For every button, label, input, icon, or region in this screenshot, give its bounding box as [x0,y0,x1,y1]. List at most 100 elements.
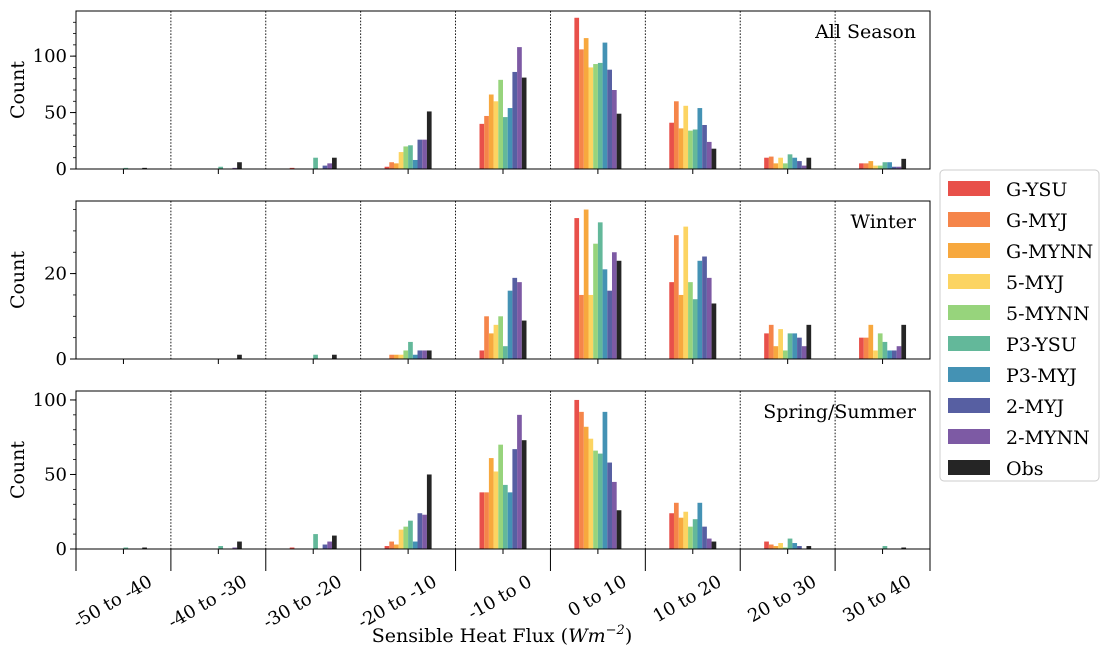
panel-2: 0 20 Count Winter [7,200,931,370]
y-axis-label: Count [7,441,29,499]
bar-P3-MYJ-10 to 20 [697,502,703,549]
x-axis-label-close: ) [625,625,632,647]
y-tick-label: 20 [44,264,67,285]
bar-Obs-20 to 30 [806,157,812,169]
legend-label-P3-MYJ: P3-MYJ [1006,365,1077,387]
bar-Obs-30 to 40 [901,158,907,169]
x-tick-label: 30 to 40 [839,571,915,627]
bar-P3-YSU-0 to 10 [597,453,603,549]
bar-5-MYNN--10 to 0 [498,444,503,549]
x-tick-label: 10 to 20 [650,571,726,627]
bar-G-YSU--30 to -20 [289,547,295,549]
bar-Obs--30 to -20 [332,354,337,359]
bar-Obs--40 to -30 [237,162,242,169]
bar-2-MYNN-20 to 30 [801,165,807,169]
y-tick-label: 50 [44,103,67,124]
bar-P3-MYJ--20 to -10 [412,541,418,549]
bar-P3-YSU--30 to -20 [313,157,318,169]
bar-G-MYJ-10 to 20 [673,235,679,359]
bar-G-MYNN-0 to 10 [583,38,589,170]
bar-P3-MYJ--10 to 0 [507,492,513,549]
bar-G-MYNN-10 to 20 [678,517,684,549]
bar-Obs-30 to 40 [901,547,907,549]
bar-5-MYJ-30 to 40 [873,350,878,359]
bar-5-MYNN-0 to 10 [593,243,598,359]
bar-2-MYNN--40 to -30 [232,167,238,169]
bar-5-MYJ-10 to 20 [683,105,689,169]
x-tick-label: -40 to -30 [165,571,251,633]
bar-2-MYJ-20 to 30 [797,161,802,169]
bar-5-MYJ-20 to 30 [778,329,783,359]
bar-2-MYNN--10 to 0 [517,47,522,169]
bar-P3-YSU-0 to 10 [597,62,603,169]
y-tick-label: 0 [56,539,67,560]
bar-G-MYJ-10 to 20 [673,101,679,169]
bar-P3-YSU--20 to -10 [408,520,413,549]
legend-label-2-MYNN: 2-MYNN [1006,427,1090,449]
legend: G-YSU G-MYJ G-MYNN 5-MYJ 5-MYNN P3-YSU P3-MYJ 2… [939,169,1100,482]
bar-P3-YSU--40 to -30 [218,546,224,549]
bar-P3-YSU--30 to -20 [313,354,318,359]
bar-2-MYJ-0 to 10 [607,462,612,549]
bar-P3-YSU--30 to -20 [313,534,318,549]
legend-label-5-MYJ: 5-MYJ [1006,272,1064,294]
bar-P3-YSU-30 to 40 [882,546,888,549]
bar-G-MYJ-20 to 30 [768,156,774,169]
y-tick-label: 50 [44,464,67,485]
bar-5-MYNN-20 to 30 [782,350,788,359]
legend-swatch-G-MYJ [948,212,990,227]
bar-Obs-0 to 10 [616,510,622,549]
bar-G-YSU-20 to 30 [764,541,769,549]
legend-swatch-2-MYJ [948,398,990,413]
bar-G-MYNN-10 to 20 [678,128,684,169]
bar-5-MYJ--20 to -10 [398,529,404,549]
y-axis-label: Count [7,251,29,309]
bar-P3-MYJ-20 to 30 [792,333,798,359]
bar-2-MYNN-30 to 40 [896,166,902,169]
bar-5-MYNN--10 to 0 [498,79,503,169]
bar-G-MYNN-0 to 10 [583,209,589,359]
bar-5-MYJ-0 to 10 [588,438,594,549]
bar-G-MYJ--20 to -10 [389,354,395,359]
bar-5-MYJ-20 to 30 [778,543,783,549]
bar-5-MYJ-10 to 20 [683,226,689,359]
bar-5-MYNN-0 to 10 [593,450,598,549]
bar-2-MYNN--30 to -20 [327,541,333,549]
legend-label-Obs: Obs [1006,458,1044,480]
bar-5-MYNN-10 to 20 [688,130,693,169]
bar-G-MYNN-30 to 40 [868,324,874,359]
bar-2-MYNN-0 to 10 [611,252,617,359]
bar-P3-MYJ-20 to 30 [792,543,798,549]
legend-label-G-MYNN: G-MYNN [1006,241,1093,263]
bar-5-MYNN-0 to 10 [593,64,598,169]
legend-swatch-Obs [948,460,990,475]
y-axis-label: Count [7,61,29,119]
legend-swatch-P3-YSU [948,336,990,351]
panel-3: 0 50 100 Count Spring/Summer [7,390,931,560]
bar-G-MYJ-20 to 30 [768,544,774,549]
bar-G-MYJ-0 to 10 [579,49,584,170]
bar-G-MYJ-30 to 40 [863,337,869,359]
bar-P3-MYJ--10 to 0 [507,108,513,169]
bar-5-MYJ--10 to 0 [493,324,499,359]
bar-2-MYJ-10 to 20 [702,124,707,169]
bar-5-MYJ--10 to 0 [493,471,499,549]
bar-G-MYJ-30 to 40 [863,163,869,169]
legend-swatch-G-MYNN [948,243,990,258]
bar-G-MYNN-20 to 30 [773,163,779,169]
bar-2-MYJ--20 to -10 [417,350,423,359]
bar-Obs--30 to -20 [332,157,337,169]
bar-2-MYJ-0 to 10 [607,69,612,169]
bar-G-YSU-30 to 40 [859,337,864,359]
bar-2-MYNN-0 to 10 [611,90,617,169]
bar-G-YSU-10 to 20 [669,282,674,359]
x-axis-label: Sensible Heat Flux (Wm−2) [372,623,632,647]
x-axis-label-unit: Wm [568,625,606,647]
bar-2-MYJ--20 to -10 [417,139,423,169]
bar-P3-MYJ-30 to 40 [887,162,892,169]
legend-swatch-2-MYNN [948,429,990,444]
bar-G-MYNN--20 to -10 [394,544,399,549]
bar-Obs--50 to -40 [142,167,147,169]
x-tick-label: -50 to -40 [70,571,156,633]
